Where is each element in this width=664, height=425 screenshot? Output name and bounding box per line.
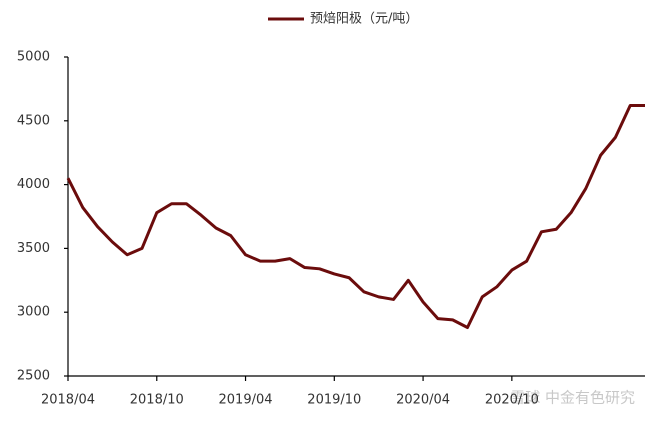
legend-label: 预焙阳极（元/吨）	[310, 12, 418, 27]
x-tick-label: 2018/04	[41, 393, 95, 408]
x-tick-label: 2019/10	[307, 393, 361, 408]
y-tick-label: 3500	[17, 241, 50, 256]
y-tick-label: 4500	[17, 113, 50, 128]
y-tick-label: 5000	[17, 50, 50, 65]
x-tick-label: 2020/10	[485, 393, 539, 408]
x-tick-label: 2018/10	[130, 393, 184, 408]
y-tick-label: 3000	[17, 305, 50, 320]
y-tick-label: 4000	[17, 177, 50, 192]
y-tick-label: 2500	[17, 369, 50, 384]
watermark: 雪球 中金有色研究	[510, 389, 635, 407]
line-series	[66, 103, 645, 330]
x-tick-label: 2020/04	[396, 393, 450, 408]
x-tick-label: 2019/04	[219, 393, 273, 408]
